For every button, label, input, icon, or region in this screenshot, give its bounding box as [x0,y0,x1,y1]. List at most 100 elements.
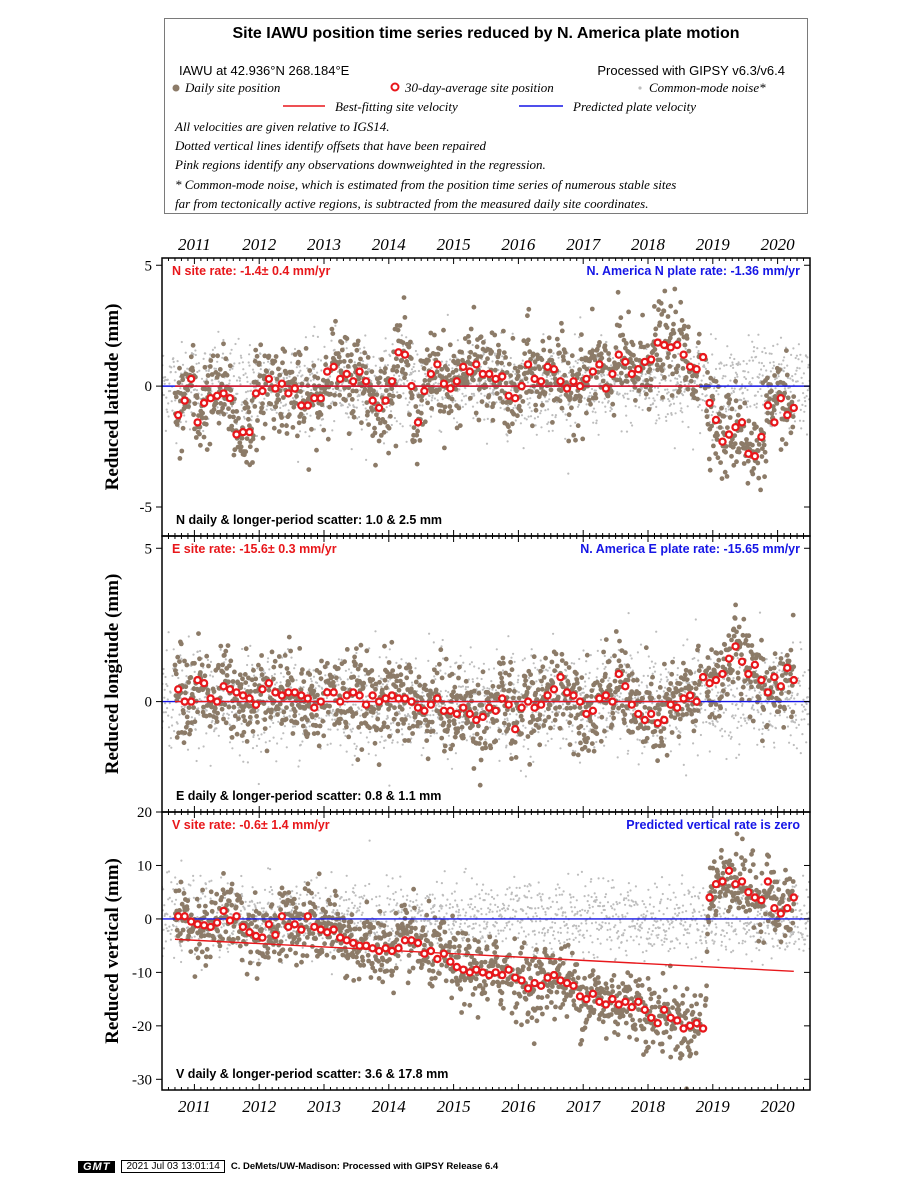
common-mode-point [729,379,732,382]
daily-point [647,387,653,393]
common-mode-point [671,685,675,688]
common-mode-point [431,394,434,397]
common-mode-point [411,684,414,687]
common-mode-point [328,714,331,717]
common-mode-point [486,687,489,690]
common-mode-point [438,429,441,432]
daily-point [227,414,233,419]
daily-point [362,386,368,392]
common-mode-point [497,368,500,372]
common-mode-point [485,442,489,445]
common-mode-point [618,695,621,699]
common-mode-point [684,691,687,694]
daily-point [344,336,350,341]
common-mode-point [330,402,333,405]
common-mode-point [646,686,649,689]
common-mode-point [509,752,512,755]
common-mode-point [181,363,185,366]
common-mode-point [475,414,478,417]
daily-point [247,444,253,450]
common-mode-point [389,678,392,681]
common-mode-point [744,386,747,390]
common-mode-point [374,364,377,367]
common-mode-point [685,774,688,777]
common-mode-point [275,681,278,684]
common-mode-point [166,684,169,688]
common-mode-point [746,406,749,409]
daily-point [497,381,503,387]
common-mode-point [425,375,428,378]
common-mode-point [377,675,381,678]
common-mode-point [238,754,241,757]
common-mode-point [409,716,412,719]
daily-point [592,354,597,359]
common-mode-point [373,704,376,708]
daily-point [529,389,534,395]
common-mode-point [512,683,515,686]
common-mode-point [682,644,685,647]
common-mode-point [395,420,398,423]
common-mode-point [546,422,549,426]
common-mode-point [354,747,358,750]
daily-point [627,365,633,371]
common-mode-point [397,379,400,382]
common-mode-point [270,674,274,678]
daily-point [254,353,260,359]
common-mode-point [348,723,351,726]
daily-point [738,427,744,433]
common-mode-point [613,695,617,698]
daily-point [226,406,231,412]
daily-point [755,448,761,454]
common-mode-point [753,403,756,406]
common-mode-point [211,719,214,722]
daily-point [276,397,282,403]
common-mode-point [654,376,657,379]
common-mode-point [745,722,748,725]
daily-point [447,372,452,378]
common-mode-point [757,711,760,714]
daily-point [540,338,546,344]
common-mode-point [302,732,305,735]
daily-point [350,409,356,414]
common-mode-point [241,740,244,743]
common-mode-point [719,729,722,732]
daily-point [275,392,280,398]
daily-point [426,358,431,363]
common-mode-point [176,360,179,363]
common-mode-point [715,389,718,393]
common-mode-point [461,715,464,719]
common-mode-point [506,719,509,722]
common-mode-point [802,372,806,375]
common-mode-point [764,352,767,355]
common-mode-point [731,714,734,717]
common-mode-point [397,702,400,705]
common-mode-point [753,346,756,349]
common-mode-point [345,750,348,753]
common-mode-point [491,688,494,691]
common-mode-point [589,654,592,657]
average-point-center [558,379,563,384]
common-mode-point [700,707,703,710]
common-mode-point [171,409,174,412]
common-mode-point [669,379,672,382]
daily-point [243,401,249,406]
common-mode-point [461,685,464,688]
common-mode-point [300,395,304,398]
daily-point [494,391,500,396]
daily-point [643,391,649,397]
daily-point [662,288,668,294]
daily-point [782,390,787,396]
daily-point [657,320,663,326]
common-mode-point [337,366,340,369]
common-mode-point [312,378,315,381]
common-mode-point [486,417,489,420]
daily-point [579,356,585,362]
common-mode-point [298,371,301,374]
common-mode-point [758,691,761,694]
daily-point [715,432,720,438]
common-mode-point [751,377,754,380]
daily-point [525,313,530,319]
common-mode-point [636,738,639,741]
daily-point [778,447,784,452]
average-point-center [221,391,226,396]
